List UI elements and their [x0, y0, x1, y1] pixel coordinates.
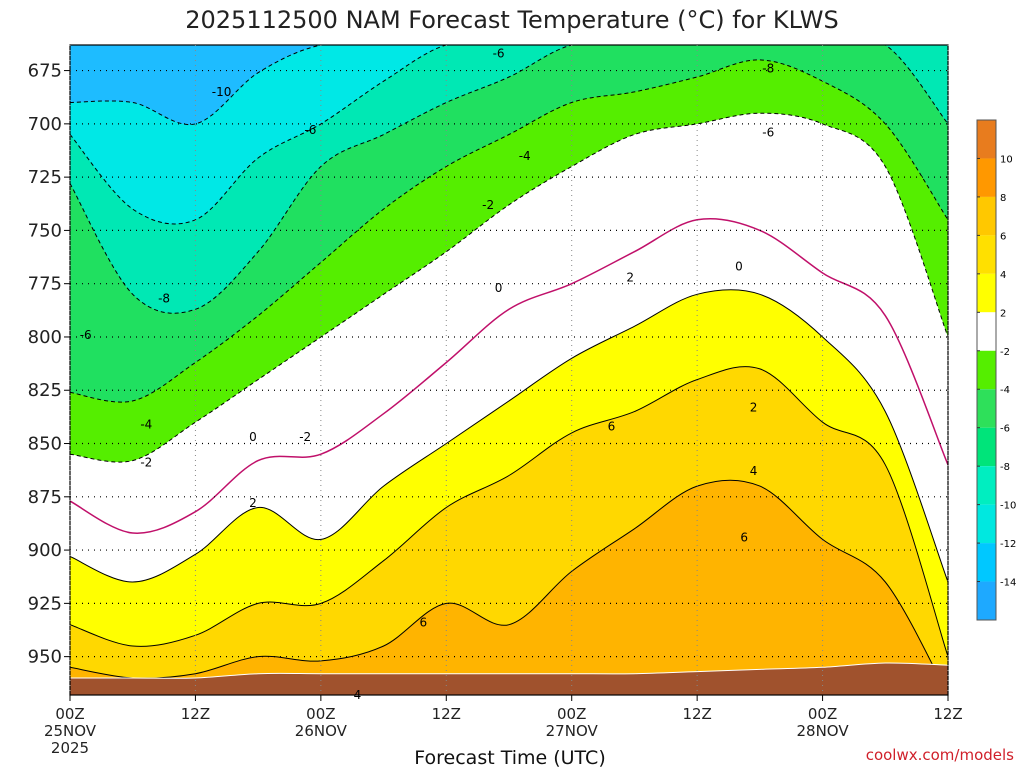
contour-label: 4 [354, 688, 362, 702]
colorbar-label: -10 [1000, 501, 1016, 512]
contour-label: 4 [750, 464, 758, 478]
contour-label: 2 [750, 400, 758, 414]
colorbar-label: 4 [1000, 270, 1006, 281]
colorbar-swatch [977, 389, 996, 428]
chart-title: 2025112500 NAM Forecast Temperature (°C)… [185, 6, 838, 34]
colorbar-label: -14 [1000, 578, 1016, 589]
colorbar-frame [976, 119, 997, 621]
y-tick-label: 900 [28, 540, 62, 561]
y-tick-label: 875 [28, 487, 62, 508]
y-tick-label: 675 [28, 61, 62, 82]
colorbar-swatch [977, 196, 996, 236]
contour-label: -4 [519, 149, 531, 163]
x-tick-label: 00Z [557, 705, 586, 723]
contour-t-neg8 [70, 45, 948, 225]
x-axis-title: Forecast Time (UTC) [414, 747, 605, 768]
colorbar-label: -8 [1000, 462, 1010, 473]
y-tick-label: 800 [28, 327, 62, 348]
contour-t-neg4 [70, 59, 948, 403]
contour-label: -2 [482, 198, 494, 212]
plot-area [69, 44, 949, 696]
contour-labels: -10 -8 -6 -4 -2 0 -2 2 -6 -6 -4 -2 0 2 0 -8 -6 6 2 4 6 6 4 [80, 47, 775, 702]
contour-label: 6 [740, 530, 748, 544]
colorbar-swatch [977, 543, 996, 582]
y-tick-label: 925 [28, 593, 62, 614]
terrain [70, 662, 948, 695]
y-tick-label: 750 [28, 220, 62, 241]
x-tick-label: 00Z [55, 705, 84, 723]
y-tick-label: 775 [28, 274, 62, 295]
colorbar-swatch [977, 581, 996, 620]
x-tick-date: 27NOV [546, 722, 599, 740]
contour-label: -6 [80, 328, 92, 342]
colorbar-swatch [977, 235, 996, 274]
contour-label: -6 [762, 125, 774, 139]
colorbar-swatch [977, 158, 996, 197]
colorbar-swatch [977, 120, 996, 159]
colorbar-label: 6 [1000, 231, 1006, 242]
y-tick-label: 700 [28, 114, 62, 135]
colorbar-swatch [977, 504, 996, 544]
colorbar-label: 10 [1000, 154, 1013, 165]
y-tick-label: 850 [28, 434, 62, 455]
colorbar-swatch [977, 466, 996, 505]
contour-t-4 [70, 366, 948, 657]
contour-t-2 [70, 289, 948, 583]
y-axis: 675 700 725 750 775 800 825 850 875 900 925 950 [28, 61, 70, 668]
site-credit: coolwx.com/models [866, 746, 1014, 764]
colorbar-label: -4 [1000, 385, 1010, 396]
colorbar: -14 -12 -10 -8 -6 -4 -2 2 4 6 8 10 [976, 119, 1016, 621]
x-tick-date: 26NOV [295, 722, 348, 740]
y-tick-label: 725 [28, 167, 62, 188]
x-tick-label: 12Z [682, 705, 711, 723]
x-tick-label: 00Z [306, 705, 335, 723]
contour-t-0 [70, 217, 948, 534]
colorbar-label: -12 [1000, 539, 1016, 550]
colorbar-swatch [977, 427, 996, 467]
contour-t-neg6 [70, 45, 948, 314]
contour-label: -10 [212, 85, 232, 99]
colorbar-swatch [977, 273, 996, 313]
contour-label: 6 [608, 419, 616, 433]
x-tick-date: 25NOV [44, 722, 97, 740]
contour-label: -6 [304, 123, 316, 137]
x-tick-label: 12Z [432, 705, 461, 723]
grid [69, 45, 949, 695]
colorbar-label: 8 [1000, 193, 1006, 204]
contour-label: 0 [495, 281, 503, 295]
y-tick-label: 950 [28, 647, 62, 668]
band-6-plus [70, 480, 948, 695]
contour-label: -8 [762, 61, 774, 75]
contour-label: 6 [419, 616, 427, 630]
contour-t-neg2 [70, 112, 948, 463]
colorbar-swatch [977, 350, 996, 390]
y-tick-label: 825 [28, 380, 62, 401]
x-tick-label: 12Z [181, 705, 210, 723]
contour-label: -6 [493, 47, 505, 61]
colorbar-label: -2 [1000, 347, 1010, 358]
contour-t-6 [70, 479, 948, 695]
contour-label: 0 [249, 430, 257, 444]
x-tick-date: 28NOV [797, 722, 850, 740]
contour-label: 2 [249, 496, 257, 510]
colorbar-label: 2 [1000, 308, 1006, 319]
contour-label: -4 [140, 417, 152, 431]
contour-label: 0 [735, 260, 743, 274]
contour-label: -2 [140, 456, 152, 470]
contour-label: -2 [299, 430, 311, 444]
x-tick-year: 2025 [51, 739, 89, 757]
colorbar-label: -6 [1000, 424, 1010, 435]
colorbar-swatch [977, 312, 996, 351]
contour-label: -8 [158, 292, 170, 306]
x-tick-label: 00Z [808, 705, 837, 723]
x-tick-label: 12Z [933, 705, 962, 723]
contour-label: 2 [626, 270, 634, 284]
